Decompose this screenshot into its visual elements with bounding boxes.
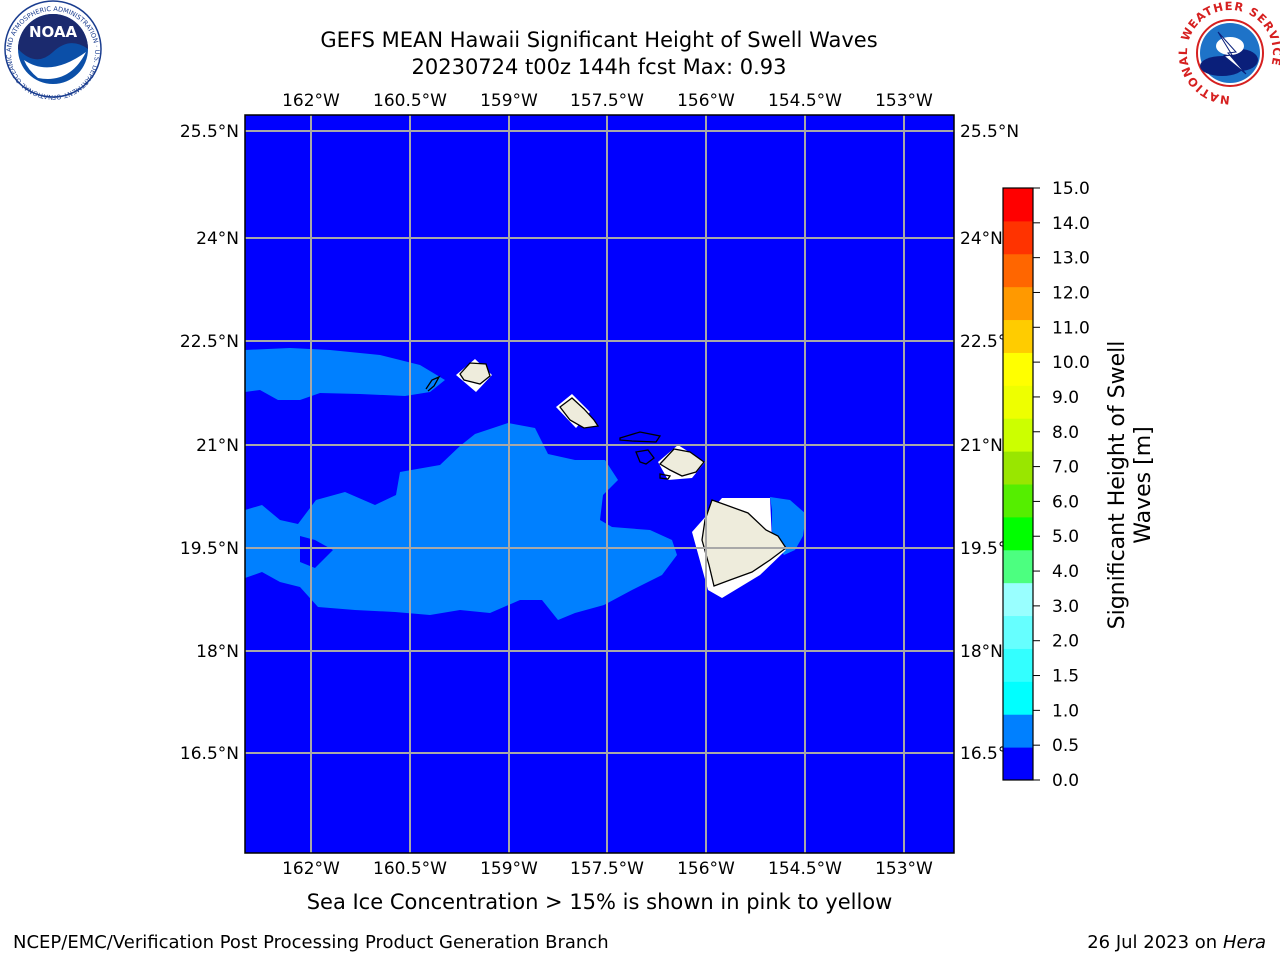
swell-region-gap — [300, 536, 333, 568]
lat-label-left: 22.5°N — [180, 332, 239, 352]
colorbar-swatch — [1003, 582, 1033, 617]
lon-label-bottom: 159°W — [480, 859, 538, 879]
lon-label-top: 159°W — [480, 91, 538, 111]
lon-label-bottom: 153°W — [875, 859, 933, 879]
colorbar-swatch — [1003, 286, 1033, 321]
lat-label-right: 21°N — [960, 436, 1003, 456]
lat-label-right: 18°N — [960, 642, 1003, 662]
colorbar-tick-label: 3.0 — [1052, 597, 1079, 617]
lon-label-top: 156°W — [677, 91, 735, 111]
colorbar-label-line1: Significant Height of Swell — [1105, 341, 1130, 630]
noaa-logo-icon: NATIONAL OCEANIC AND ATMOSPHERIC ADMINIS… — [0, 0, 102, 101]
colorbar-tick-label: 7.0 — [1052, 458, 1079, 478]
colorbar-swatch — [1003, 714, 1033, 748]
colorbar-swatch — [1003, 188, 1033, 222]
footer-machine: Hera — [1222, 932, 1266, 953]
lon-label-bottom: 154.5°W — [768, 859, 842, 879]
lon-label-top: 162°W — [282, 91, 340, 111]
lon-label-bottom: 162°W — [282, 859, 340, 879]
map-frame — [244, 114, 955, 854]
colorbar-tick-label: 14.0 — [1052, 214, 1090, 234]
svg-text:NOAA: NOAA — [29, 23, 78, 41]
colorbar-tick-label: 2.0 — [1052, 632, 1079, 652]
lat-label-right: 24°N — [960, 229, 1003, 249]
colorbar-tick-label: 8.0 — [1052, 423, 1079, 443]
colorbar-tick-label: 5.0 — [1052, 527, 1079, 547]
colorbar-swatch — [1003, 484, 1033, 518]
colorbar-tick-label: 6.0 — [1052, 492, 1079, 512]
colorbar-swatch — [1003, 385, 1033, 419]
lon-label-bottom: 156°W — [677, 859, 735, 879]
colorbar-tick-label: 12.0 — [1052, 283, 1090, 303]
lon-label-top: 157.5°W — [570, 91, 644, 111]
colorbar-swatch — [1003, 319, 1033, 353]
colorbar-tick-label: 15.0 — [1052, 179, 1090, 199]
map-title: GEFS MEAN Hawaii Significant Height of S… — [320, 28, 878, 52]
colorbar-swatch — [1003, 451, 1033, 485]
lon-label-top: 154.5°W — [768, 91, 842, 111]
lat-label-left: 24°N — [196, 229, 239, 249]
lon-label-top: 160.5°W — [373, 91, 447, 111]
colorbar-swatch — [1003, 220, 1033, 255]
footer-date: 26 Jul 2023 on — [1087, 932, 1218, 953]
lat-label-left: 21°N — [196, 436, 239, 456]
colorbar-swatch — [1003, 549, 1033, 584]
swell-0-5-to-1-0-region — [245, 348, 806, 620]
colorbar-swatch — [1003, 747, 1033, 781]
colorbar-tick-label: 1.0 — [1052, 701, 1079, 721]
colorbar-swatch — [1003, 516, 1033, 551]
colorbar-tick-label: 0.0 — [1052, 771, 1079, 791]
colorbar-tick-label: 9.0 — [1052, 388, 1079, 408]
lon-label-bottom: 157.5°W — [570, 859, 644, 879]
nws-logo-icon: NATIONAL WEATHER SERVICE — [1176, 0, 1280, 107]
colorbar-swatch — [1003, 681, 1033, 715]
colorbar: 0.0 0.5 1.0 1.5 2.0 3.0 4.0 5.0 6.0 7.0 8.0 9.0 10.0… — [1002, 179, 1156, 791]
sea-ice-caption: Sea Ice Concentration > 15% is shown in … — [306, 890, 893, 914]
colorbar-swatch — [1003, 253, 1033, 288]
colorbar-tick-label: 11.0 — [1052, 318, 1090, 338]
colorbar-tick-label: 1.5 — [1052, 667, 1079, 687]
colorbar-swatch — [1003, 418, 1033, 452]
lat-label-left: 16.5°N — [180, 744, 239, 764]
colorbar-swatch — [1003, 615, 1033, 649]
lon-label-bottom: 160.5°W — [373, 859, 447, 879]
colorbar-tick-label: 10.0 — [1052, 353, 1090, 373]
lon-label-top: 153°W — [875, 91, 933, 111]
lat-label-left: 19.5°N — [180, 539, 239, 559]
footer-date-stamp: 26 Jul 2023 on Hera — [1087, 932, 1266, 953]
footer-credit: NCEP/EMC/Verification Post Processing Pr… — [13, 932, 609, 953]
lat-label-left: 18°N — [196, 642, 239, 662]
colorbar-tick-label: 13.0 — [1052, 249, 1090, 269]
map-panel: 162°W 162°W 160.5°W 160.5°W 159°W 159°W 157.5°… — [180, 91, 1019, 879]
colorbar-tick-label: 4.0 — [1052, 562, 1079, 582]
colorbar-swatch — [1003, 648, 1033, 682]
colorbar-label-line2: Waves [m] — [1131, 426, 1156, 543]
map-subtitle: 20230724 t00z 144h fcst Max: 0.93 — [411, 55, 787, 79]
colorbar-swatch — [1003, 352, 1033, 386]
colorbar-tick-label: 0.5 — [1052, 736, 1079, 756]
lat-label-right: 25.5°N — [960, 122, 1019, 142]
map-gridlines — [245, 115, 954, 853]
lat-label-left: 25.5°N — [180, 122, 239, 142]
